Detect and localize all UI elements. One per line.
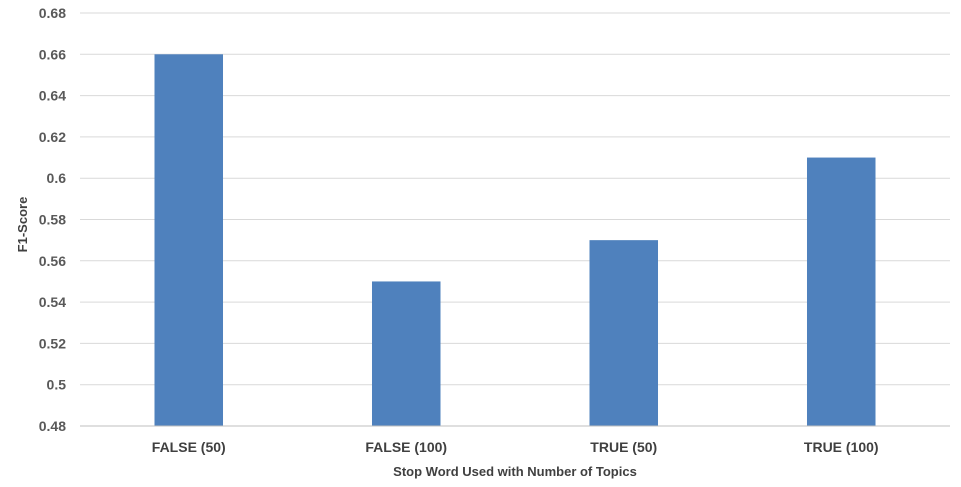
bar (806, 157, 876, 427)
y-tick-label: 0.58 (39, 212, 66, 228)
gridlines (80, 12, 950, 386)
x-tick-label: TRUE (50) (590, 439, 657, 455)
y-tick-label: 0.56 (39, 253, 66, 269)
bars (154, 54, 876, 427)
y-tick-label: 0.64 (39, 88, 66, 104)
x-tick-label: FALSE (50) (152, 439, 226, 455)
y-tick-label: 0.66 (39, 46, 66, 62)
bar (589, 240, 659, 426)
x-axis-ticks: FALSE (50) FALSE (100) TRUE (50) TRUE (100) (152, 439, 879, 455)
y-tick-label: 0.5 (47, 377, 67, 393)
y-axis-title: F1-Score (15, 197, 30, 253)
y-tick-label: 0.62 (39, 129, 66, 145)
bar (371, 281, 441, 426)
y-axis-ticks: 0.48 0.5 0.52 0.54 0.56 0.58 0.6 0.62 0.64 0.66 0.… (39, 5, 66, 434)
x-tick-label: TRUE (100) (804, 439, 879, 455)
bar (154, 54, 224, 427)
x-axis-title: Stop Word Used with Number of Topics (393, 464, 637, 479)
y-tick-label: 0.6 (47, 170, 67, 186)
y-tick-label: 0.68 (39, 5, 66, 21)
y-tick-label: 0.54 (39, 294, 66, 310)
y-tick-label: 0.48 (39, 418, 66, 434)
x-tick-label: FALSE (100) (365, 439, 447, 455)
y-tick-label: 0.52 (39, 335, 66, 351)
